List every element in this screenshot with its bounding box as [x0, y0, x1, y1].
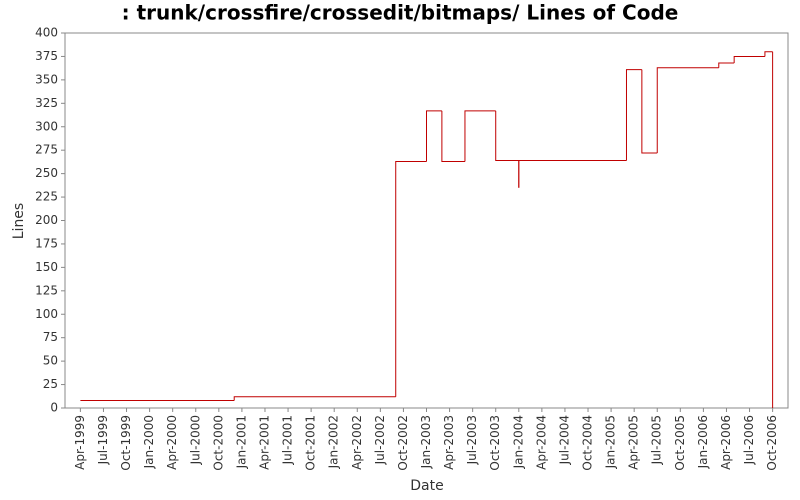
line-step	[441, 110, 465, 162]
x-tick-label: Jul-2005	[650, 415, 664, 465]
x-tick-label: Jan-2002	[327, 415, 341, 469]
line-step	[625, 69, 642, 161]
x-tick-label: Jan-2003	[419, 415, 433, 469]
y-tick-label: 25	[43, 377, 58, 391]
y-tick-label: 0	[50, 401, 58, 415]
x-tick-label: Oct-2004	[581, 415, 595, 471]
x-tick-label: Jan-2000	[142, 415, 156, 469]
line-step	[426, 110, 442, 162]
x-tick-label: Jan-2004	[511, 415, 525, 469]
y-tick-label: 225	[35, 190, 58, 204]
y-tick-label: 375	[35, 49, 58, 63]
line-step	[495, 110, 519, 161]
x-tick-label: Jul-2002	[373, 415, 387, 465]
x-tick-label: Apr-2006	[719, 415, 733, 470]
x-tick-label: Apr-2000	[165, 415, 179, 470]
x-tick-label: Oct-2005	[673, 415, 687, 471]
x-tick-label: Jul-2004	[557, 415, 571, 465]
x-tick-label: Oct-1999	[119, 415, 133, 471]
y-tick-label: 300	[35, 119, 58, 133]
y-tick-label: 150	[35, 260, 58, 274]
x-tick-label: Oct-2003	[488, 415, 502, 471]
x-tick-label: Oct-2001	[304, 415, 318, 471]
x-tick-label: Oct-2000	[211, 415, 225, 471]
x-tick-label: Apr-2002	[350, 415, 364, 470]
x-tick-label: Jan-2001	[234, 415, 248, 469]
line-step	[641, 69, 658, 154]
x-tick-label: Oct-2002	[396, 415, 410, 471]
line-step	[518, 160, 627, 188]
y-tick-label: 325	[35, 96, 58, 110]
line-step	[718, 62, 735, 68]
x-tick-label: Jan-2006	[696, 415, 710, 469]
x-tick-label: Apr-2004	[534, 415, 548, 470]
line-step	[733, 55, 765, 63]
x-tick-label: Apr-2005	[627, 415, 641, 470]
y-tick-label: 50	[43, 354, 58, 368]
line-step	[464, 110, 496, 162]
line-step	[656, 67, 719, 153]
x-tick-label: Apr-2003	[442, 415, 456, 470]
x-tick-label: Jul-2006	[742, 415, 756, 465]
y-tick-label: 275	[35, 143, 58, 157]
line-step	[233, 396, 396, 401]
line-step	[395, 160, 427, 397]
y-tick-label: 175	[35, 236, 58, 250]
chart-title: : trunk/crossfire/crossedit/bitmaps/ Lin…	[122, 1, 679, 25]
y-tick-label: 400	[35, 26, 58, 40]
y-tick-label: 75	[43, 330, 58, 344]
x-tick-label: Jul-1999	[96, 415, 110, 465]
y-tick-label: 100	[35, 307, 58, 321]
x-tick-label: Apr-2001	[257, 415, 271, 470]
y-tick-label: 350	[35, 72, 58, 86]
x-tick-label: Apr-1999	[73, 415, 87, 470]
x-tick-label: Jul-2003	[465, 415, 479, 465]
x-tick-label: Jul-2001	[281, 415, 295, 465]
x-axis-label: Date	[410, 478, 443, 494]
y-tick-label: 200	[35, 213, 58, 227]
plot-area	[64, 32, 789, 409]
y-tick-label: 250	[35, 166, 58, 180]
y-axis-label: Lines	[11, 203, 27, 239]
x-tick-label: Jul-2000	[188, 415, 202, 465]
line-step	[764, 51, 773, 57]
x-tick-label: Jan-2005	[604, 415, 618, 469]
x-tick-label: Oct-2006	[765, 415, 779, 471]
y-tick-label: 125	[35, 283, 58, 297]
